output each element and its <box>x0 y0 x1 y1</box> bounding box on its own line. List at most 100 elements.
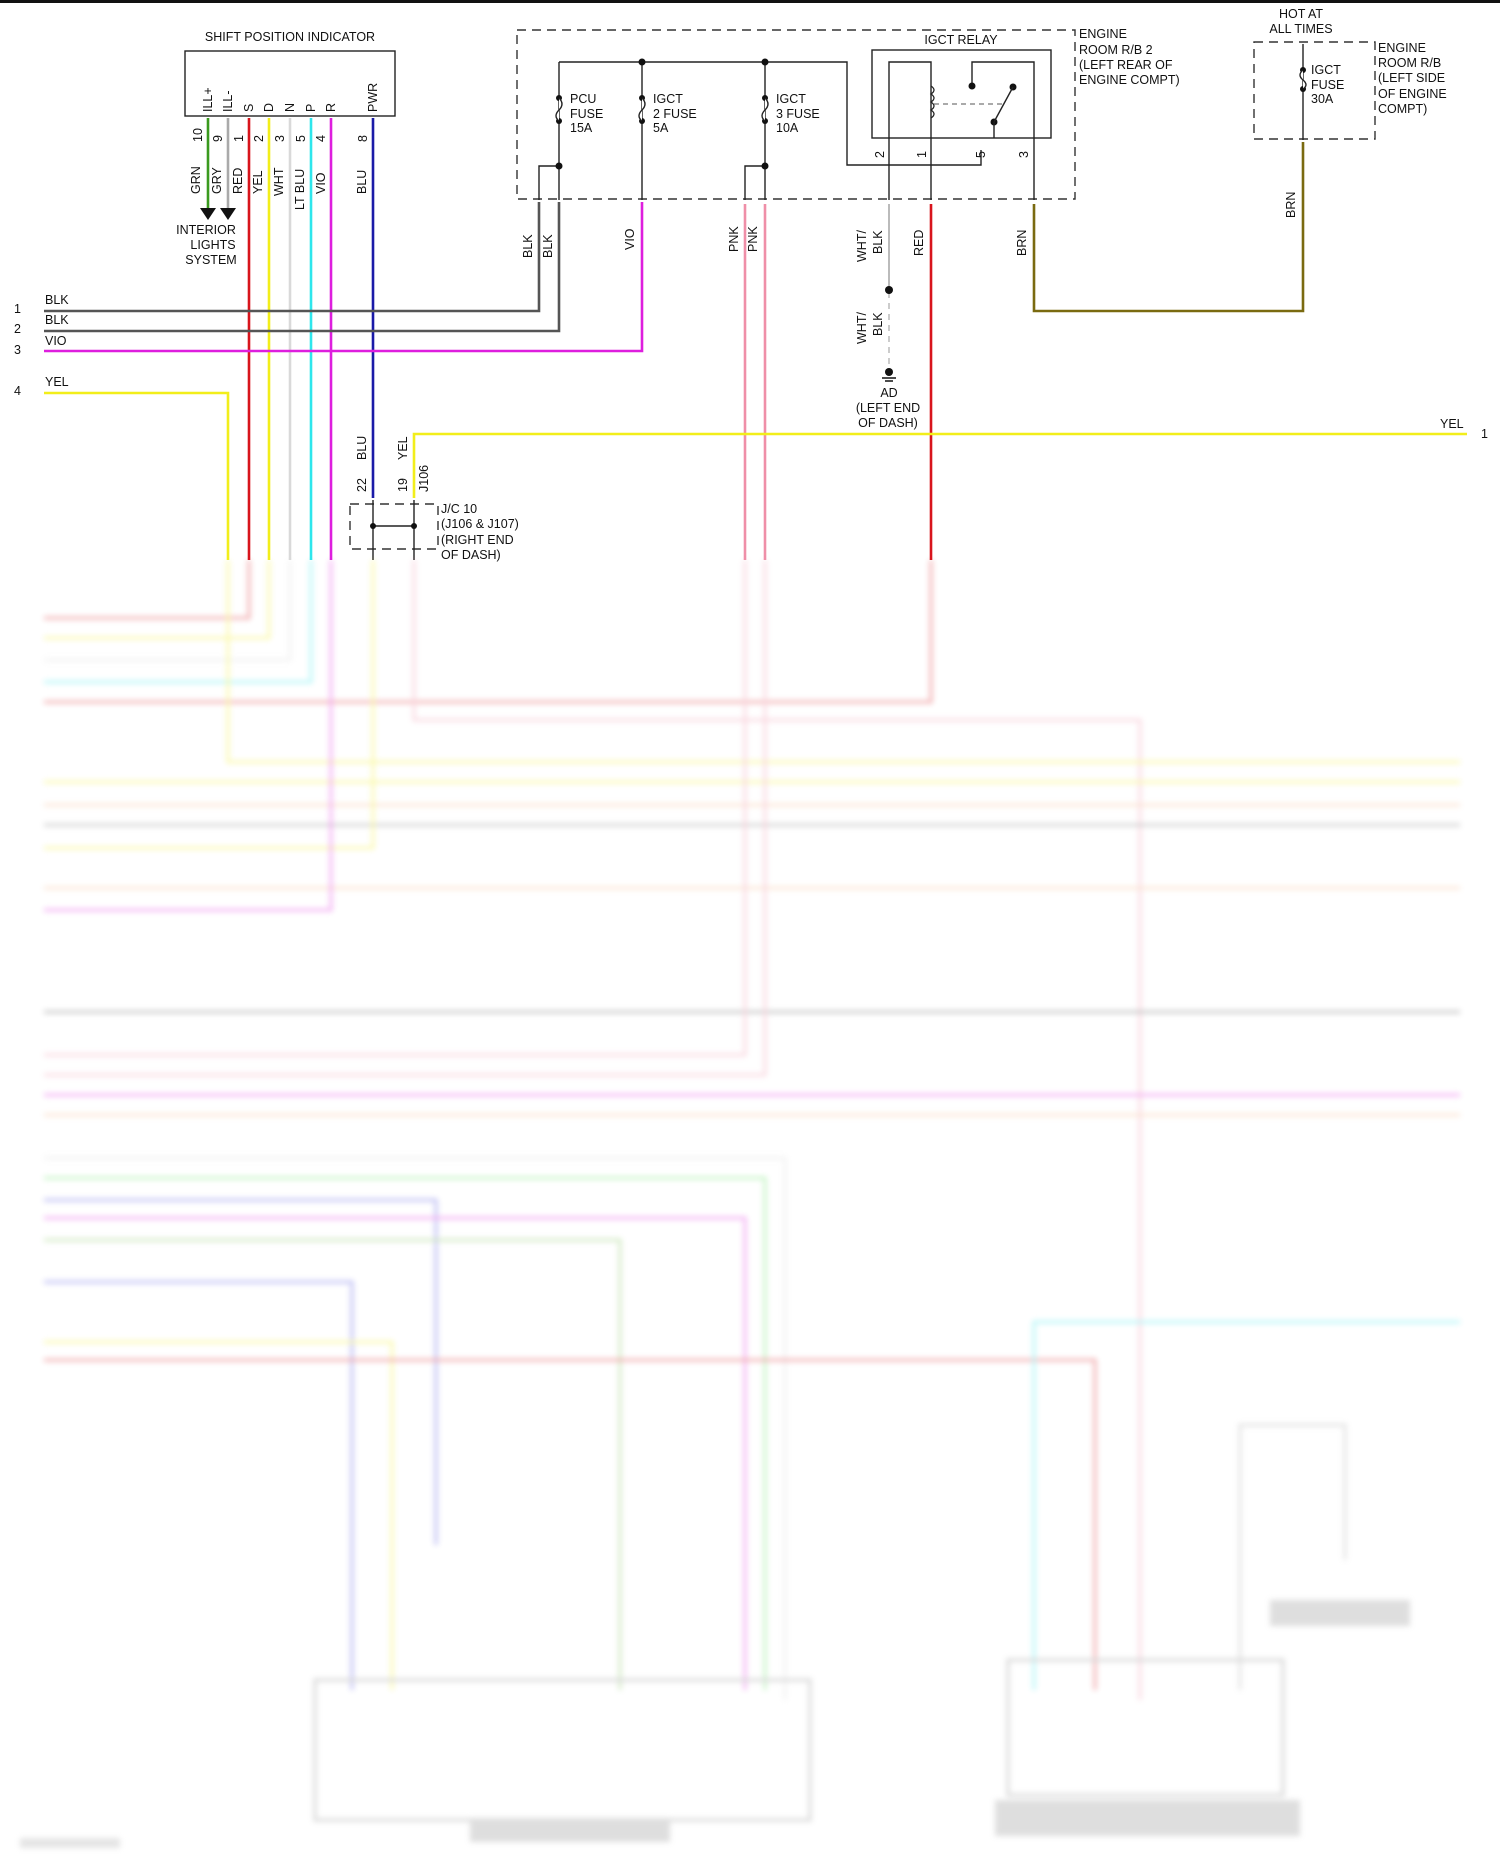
svg-text:FUSE: FUSE <box>1311 78 1344 92</box>
svg-text:2: 2 <box>252 135 266 142</box>
svg-text:OF DASH): OF DASH) <box>858 416 918 430</box>
svg-text:D: D <box>262 103 276 112</box>
svg-text:YEL: YEL <box>45 375 69 389</box>
svg-text:IGCT RELAY: IGCT RELAY <box>924 33 998 47</box>
relay-coil-icon <box>929 85 935 119</box>
svg-text:1: 1 <box>14 302 21 316</box>
svg-text:ROOM R/B: ROOM R/B <box>1378 56 1441 70</box>
svg-text:8: 8 <box>356 135 370 142</box>
svg-text:10: 10 <box>191 128 205 142</box>
svg-text:YEL: YEL <box>1440 417 1464 431</box>
svg-text:ENGINE COMPT): ENGINE COMPT) <box>1079 73 1180 87</box>
svg-text:ILL-: ILL- <box>221 90 235 112</box>
svg-text:HOT AT: HOT AT <box>1279 7 1323 21</box>
svg-text:GRN: GRN <box>189 166 203 194</box>
svg-text:BLU: BLU <box>355 436 369 460</box>
shift-position-indicator: SHIFT POSITION INDICATOR ILL+ ILL- S D N… <box>176 30 396 560</box>
svg-text:22: 22 <box>355 478 369 492</box>
svg-text:ENGINE: ENGINE <box>1378 41 1426 55</box>
svg-text:WHT/: WHT/ <box>855 230 869 262</box>
svg-text:IGCT: IGCT <box>1311 63 1341 77</box>
svg-text:BLK: BLK <box>45 313 69 327</box>
svg-text:PNK: PNK <box>746 226 760 252</box>
svg-text:3 FUSE: 3 FUSE <box>776 107 820 121</box>
svg-text:3: 3 <box>1017 151 1031 158</box>
svg-text:FUSE: FUSE <box>570 107 603 121</box>
svg-text:SYSTEM: SYSTEM <box>185 253 236 267</box>
svg-text:J/C 10: J/C 10 <box>441 502 477 516</box>
svg-text:IGCT: IGCT <box>653 92 683 106</box>
svg-text:3: 3 <box>14 343 21 357</box>
svg-text:AD: AD <box>880 386 897 400</box>
svg-text:(J106 & J107): (J106 & J107) <box>441 517 519 531</box>
svg-text:INTERIOR: INTERIOR <box>176 223 236 237</box>
svg-text:2 FUSE: 2 FUSE <box>653 107 697 121</box>
obscured-region <box>20 560 1460 1848</box>
svg-text:WHT: WHT <box>272 167 286 196</box>
svg-text:ENGINE: ENGINE <box>1079 27 1127 41</box>
junction-connector: BLU YEL 22 19 J106 J/C 10 (J106 & J107) … <box>349 436 519 562</box>
svg-text:5: 5 <box>294 135 308 142</box>
svg-text:19: 19 <box>396 478 410 492</box>
svg-text:BRN: BRN <box>1284 192 1298 218</box>
igct-relay: IGCT RELAY 2 1 5 3 <box>871 33 1052 200</box>
engine-room-rb: HOT AT ALL TIMES IGCT FUSE 30A ENGINE RO… <box>1253 7 1447 218</box>
pin-labels: ILL+ ILL- S D N P R PWR <box>201 83 380 112</box>
svg-text:VIO: VIO <box>45 334 67 348</box>
svg-text:BLK: BLK <box>871 312 885 336</box>
svg-text:3: 3 <box>273 135 287 142</box>
engine-room-rb2: ENGINE ROOM R/B 2 (LEFT REAR OF ENGINE C… <box>516 27 1305 560</box>
wire-brn <box>1032 142 1305 313</box>
pin-numbers: 10 9 1 2 3 5 4 8 <box>191 128 370 142</box>
svg-text:BLK: BLK <box>45 293 69 307</box>
svg-text:5A: 5A <box>653 121 669 135</box>
svg-text:(RIGHT END: (RIGHT END <box>441 533 514 547</box>
svg-text:(LEFT END: (LEFT END <box>856 401 920 415</box>
svg-text:BLK: BLK <box>871 230 885 254</box>
wire-yel-right <box>412 432 1467 498</box>
svg-text:PWR: PWR <box>366 83 380 112</box>
svg-text:BLU: BLU <box>355 170 369 194</box>
svg-text:COMPT): COMPT) <box>1378 102 1427 116</box>
svg-text:1: 1 <box>915 151 929 158</box>
fuse-icon <box>1299 69 1307 90</box>
ground-ad: WHT/ BLK AD (LEFT END OF DASH) <box>855 312 920 430</box>
svg-text:N: N <box>283 103 297 112</box>
svg-text:ILL+: ILL+ <box>201 87 215 112</box>
svg-text:S: S <box>242 104 256 112</box>
svg-text:ROOM R/B 2: ROOM R/B 2 <box>1079 43 1153 57</box>
svg-text:R: R <box>324 103 338 112</box>
svg-text:YEL: YEL <box>251 170 265 194</box>
fuse-icon <box>555 97 769 122</box>
svg-text:P: P <box>304 104 318 112</box>
ground-icon <box>882 368 896 382</box>
svg-text:(LEFT REAR OF: (LEFT REAR OF <box>1079 58 1173 72</box>
svg-text:30A: 30A <box>1311 92 1334 106</box>
svg-text:PNK: PNK <box>727 226 741 252</box>
arrow-icon <box>200 208 216 220</box>
left-connectors: 1 BLK 2 BLK 3 VIO 4 YEL <box>14 202 644 560</box>
svg-text:BLK: BLK <box>541 234 555 258</box>
arrow-icon <box>220 208 236 220</box>
svg-text:(LEFT SIDE: (LEFT SIDE <box>1378 71 1445 85</box>
component-title: SHIFT POSITION INDICATOR <box>205 30 375 44</box>
svg-text:LT BLU: LT BLU <box>293 169 307 210</box>
svg-text:LIGHTS: LIGHTS <box>190 238 235 252</box>
svg-text:1: 1 <box>1481 427 1488 441</box>
svg-text:OF ENGINE: OF ENGINE <box>1378 87 1447 101</box>
svg-text:9: 9 <box>211 135 225 142</box>
svg-text:4: 4 <box>314 135 328 142</box>
svg-text:VIO: VIO <box>314 172 328 194</box>
svg-text:RED: RED <box>912 230 926 256</box>
svg-text:1: 1 <box>232 135 246 142</box>
svg-text:IGCT: IGCT <box>776 92 806 106</box>
svg-text:BLK: BLK <box>521 234 535 258</box>
svg-text:2: 2 <box>873 151 887 158</box>
svg-text:BRN: BRN <box>1015 230 1029 256</box>
svg-text:VIO: VIO <box>623 228 637 250</box>
svg-text:10A: 10A <box>776 121 799 135</box>
wire-color-labels: GRN GRY RED YEL WHT LT BLU VIO BLU <box>189 166 369 210</box>
svg-text:YEL: YEL <box>396 436 410 460</box>
svg-text:WHT/: WHT/ <box>855 312 869 344</box>
